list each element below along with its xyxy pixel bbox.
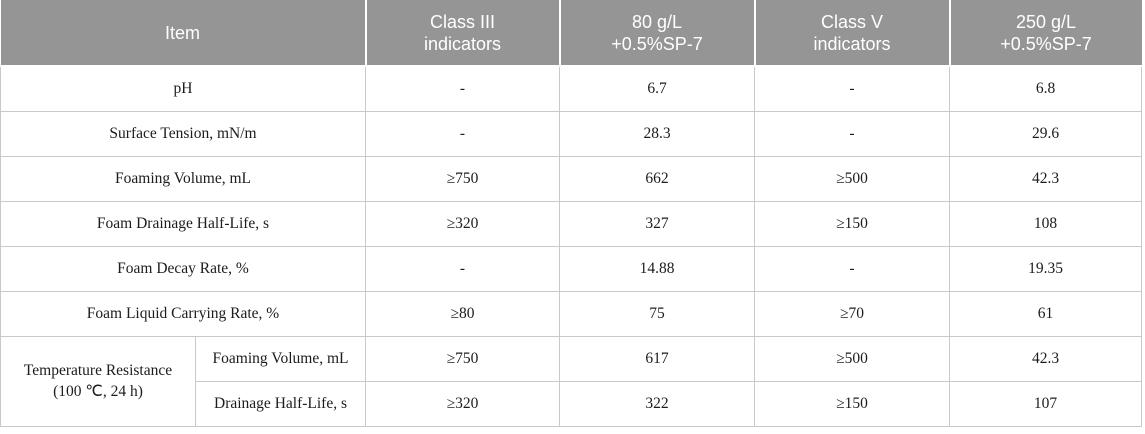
header-line: 80 g/L [631, 11, 683, 32]
value-cell: - [754, 110, 951, 157]
value-cell: - [754, 65, 951, 112]
value-cell: ≥320 [365, 200, 561, 247]
header-cell-class3-indicators: Class III indicators [364, 0, 560, 67]
value-cell: - [365, 245, 561, 292]
group-label-line: (100 ℃, 24 h) [53, 383, 143, 400]
value-cell: 75 [559, 290, 756, 337]
item-cell: Surface Tension, mN/m [0, 110, 367, 157]
header-line: +0.5%SP-7 [1000, 33, 1092, 54]
table-row-foam-liquid-carrying-rate: Foam Liquid Carrying Rate, % ≥80 75 ≥70 … [0, 290, 1143, 337]
value-cell: ≥150 [754, 200, 951, 247]
value-cell: 108 [949, 200, 1143, 247]
item-cell: Foaming Volume, mL [0, 155, 367, 202]
value-cell: 14.88 [559, 245, 756, 292]
table-row-temp-foaming-volume: Temperature Resistance (100 ℃, 24 h) Foa… [0, 335, 1143, 427]
value-cell: 42.3 [949, 155, 1143, 202]
header-line: indicators [423, 33, 502, 54]
value-cell: - [365, 65, 561, 112]
value-cell: ≥150 [754, 380, 951, 427]
value-cell: ≥70 [754, 290, 951, 337]
header-line: +0.5%SP-7 [611, 33, 703, 54]
value-cell: 28.3 [559, 110, 756, 157]
value-cell: 662 [559, 155, 756, 202]
header-line: indicators [813, 33, 891, 54]
value-cell: 6.8 [949, 65, 1143, 112]
value-cell: 327 [559, 200, 756, 247]
table-row-foam-drainage-half-life: Foam Drainage Half-Life, s ≥320 327 ≥150… [0, 200, 1143, 247]
header-line: Class III [430, 11, 496, 32]
sub-item-cell: Foaming Volume, mL [194, 335, 367, 382]
value-cell: 61 [949, 290, 1143, 337]
header-line: 250 g/L [1015, 11, 1077, 32]
item-cell: Foam Liquid Carrying Rate, % [0, 290, 367, 337]
item-cell: pH [0, 65, 367, 112]
header-cell-class5-indicators: Class V indicators [753, 0, 950, 67]
header-cell-250gl: 250 g/L +0.5%SP-7 [948, 0, 1142, 67]
value-cell: - [365, 110, 561, 157]
item-cell: Foam Decay Rate, % [0, 245, 367, 292]
value-cell: 322 [559, 380, 756, 427]
value-cell: ≥80 [365, 290, 561, 337]
value-cell: ≥500 [754, 155, 951, 202]
value-cell: ≥320 [365, 380, 561, 427]
table-row-foam-decay-rate: Foam Decay Rate, % - 14.88 - 19.35 [0, 245, 1143, 292]
table-row-temp-drainage-half-life: Drainage Half-Life, s ≥320 322 ≥150 107 [1, 380, 1143, 427]
item-cell: Foam Drainage Half-Life, s [0, 200, 367, 247]
value-cell: - [754, 245, 951, 292]
table-row-foaming-volume: Foaming Volume, mL ≥750 662 ≥500 42.3 [0, 155, 1143, 202]
header-cell-80gl: 80 g/L +0.5%SP-7 [558, 0, 755, 67]
value-cell: 19.35 [949, 245, 1143, 292]
value-cell: 6.7 [559, 65, 756, 112]
value-cell: ≥750 [365, 335, 561, 382]
temperature-resistance-label-cell: Temperature Resistance (100 ℃, 24 h) [0, 335, 196, 427]
sub-item-cell: Drainage Half-Life, s [194, 380, 367, 427]
header-line: Class V [821, 11, 884, 32]
group-label-line: Temperature Resistance [23, 362, 173, 379]
table-row-ph: pH - 6.7 - 6.8 [0, 65, 1143, 112]
header-row: Item Class III indicators 80 g/L +0.5%SP… [0, 0, 1142, 67]
value-cell: 617 [559, 335, 756, 382]
value-cell: 29.6 [949, 110, 1143, 157]
value-cell: 42.3 [949, 335, 1143, 382]
header-cell-item: Item [0, 0, 366, 67]
value-cell: 107 [949, 380, 1143, 427]
value-cell: ≥500 [754, 335, 951, 382]
value-cell: ≥750 [365, 155, 561, 202]
table-row-surface-tension: Surface Tension, mN/m - 28.3 - 29.6 [0, 110, 1143, 157]
